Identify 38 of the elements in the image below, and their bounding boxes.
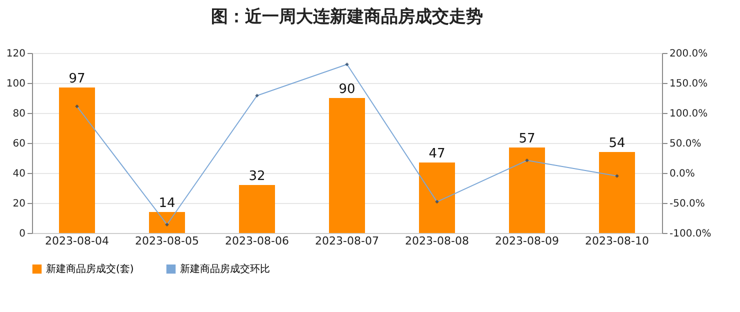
x-tick-label: 2023-08-07 bbox=[315, 234, 379, 248]
data-label: 14 bbox=[158, 196, 176, 211]
data-label: 54 bbox=[608, 136, 626, 151]
y2-tick-label: 200.0% bbox=[670, 48, 708, 60]
x-tick-label: 2023-08-09 bbox=[495, 234, 559, 248]
legend-label: 新建商品房成交环比 bbox=[180, 263, 270, 276]
y-tick-label: 0 bbox=[19, 228, 26, 240]
bar bbox=[329, 98, 365, 233]
data-label: 57 bbox=[518, 132, 536, 146]
bar bbox=[599, 152, 635, 233]
data-label: 47 bbox=[428, 146, 446, 162]
x-tick-label: 2023-08-10 bbox=[585, 234, 649, 248]
y2-tick-label: 50.0% bbox=[670, 138, 702, 150]
legend-label: 新建商品房成交(套) bbox=[46, 263, 134, 276]
x-tick-label: 2023-08-05 bbox=[135, 234, 199, 248]
y-tick-label: 80 bbox=[12, 108, 26, 120]
y2-tick-label: 100.0% bbox=[670, 108, 708, 120]
y2-tick-label: -100.0% bbox=[670, 228, 712, 240]
bar bbox=[419, 162, 455, 233]
bar bbox=[149, 212, 185, 233]
y-tick-label: 120 bbox=[6, 48, 26, 60]
y-tick-label: 40 bbox=[12, 168, 26, 180]
y2-tick-label: 0.0% bbox=[670, 168, 695, 180]
bar bbox=[59, 88, 95, 233]
data-label: 90 bbox=[338, 82, 356, 97]
chart-title: 图：近一周大连新建商品房成交走势 bbox=[211, 7, 483, 27]
y-tick-label: 60 bbox=[12, 138, 26, 150]
y-tick-label: 100 bbox=[6, 78, 26, 90]
y-tick-label: 20 bbox=[12, 198, 26, 210]
data-label: 97 bbox=[68, 72, 86, 86]
data-label: 32 bbox=[248, 169, 266, 184]
bar bbox=[239, 185, 275, 233]
bar bbox=[509, 148, 545, 233]
x-tick-label: 2023-08-04 bbox=[45, 234, 109, 248]
x-tick-label: 2023-08-06 bbox=[225, 234, 289, 248]
y2-tick-label: 150.0% bbox=[670, 78, 708, 90]
y2-tick-label: -50.0% bbox=[670, 198, 705, 210]
x-tick-label: 2023-08-08 bbox=[405, 234, 469, 248]
